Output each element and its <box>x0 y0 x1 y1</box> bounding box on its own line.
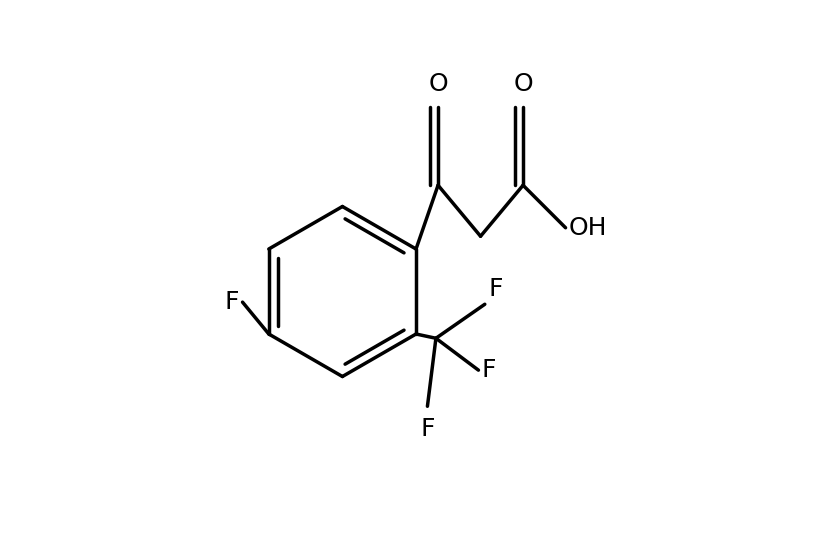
Text: F: F <box>224 290 239 314</box>
Text: F: F <box>488 277 503 301</box>
Text: OH: OH <box>569 216 607 240</box>
Text: F: F <box>482 358 496 382</box>
Text: O: O <box>513 72 533 96</box>
Text: F: F <box>420 417 435 441</box>
Text: O: O <box>428 72 448 96</box>
